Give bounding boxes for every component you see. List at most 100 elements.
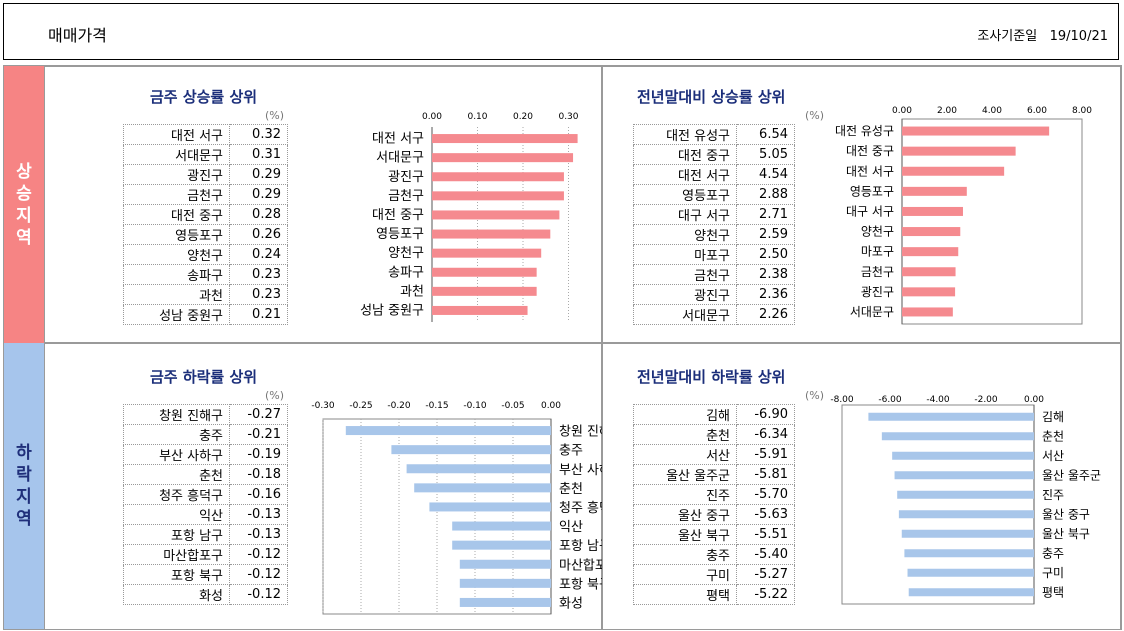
- table-row: 울산 울주군 -5.81: [633, 464, 795, 485]
- change-value: -5.63: [736, 504, 795, 525]
- table-row: 광진구 2.36: [633, 284, 795, 305]
- region-name: 포항 남구: [123, 524, 230, 545]
- region-name: 광진구: [123, 164, 230, 185]
- bar: [881, 432, 1034, 441]
- table-row: 춘천 -6.34: [633, 424, 795, 445]
- x-tick-label: 8.00: [1072, 106, 1092, 116]
- change-value: -6.90: [736, 404, 795, 425]
- x-tick-label: -4.00: [926, 395, 950, 405]
- region-name: 영등포구: [633, 184, 737, 205]
- category-label: 춘천: [1042, 428, 1064, 443]
- change-value: 2.36: [736, 284, 795, 305]
- change-value: 5.05: [736, 144, 795, 165]
- region-name: 대구 서구: [633, 204, 737, 225]
- region-name: 평택: [633, 584, 737, 605]
- category-label: 양천구: [861, 224, 894, 239]
- category-label: 영등포구: [376, 227, 424, 242]
- bar: [901, 529, 1034, 538]
- survey-date: 조사기준일 19/10/21: [977, 25, 1108, 44]
- unit-label: (%): [265, 389, 285, 402]
- x-tick-label: 0.20: [513, 112, 533, 122]
- change-value: 0.24: [229, 244, 288, 265]
- page-title: 매매가격: [48, 26, 107, 45]
- table-row: 광진구 0.29: [123, 164, 288, 185]
- bar: [432, 134, 578, 144]
- category-label: 포항 남구: [559, 539, 611, 554]
- category-label: 대구 서구: [846, 204, 894, 218]
- region-name: 금천구: [633, 264, 737, 285]
- bar: [902, 267, 956, 277]
- table-row: 구미 -5.27: [633, 564, 795, 585]
- table-row: 금천구 2.38: [633, 264, 795, 285]
- table-row: 마산합포구 -0.12: [123, 544, 288, 565]
- table-row: 양천구 0.24: [123, 244, 288, 265]
- change-value: -5.27: [736, 564, 795, 585]
- change-value: 0.32: [229, 124, 288, 145]
- change-value: 0.26: [229, 224, 288, 245]
- survey-date-label: 조사기준일: [977, 29, 1038, 44]
- bar: [902, 247, 959, 257]
- table-row: 평택 -5.22: [633, 584, 795, 605]
- bar: [452, 540, 551, 550]
- category-label: 대전 유성구: [835, 124, 894, 138]
- x-tick-label: -6.00: [878, 395, 902, 405]
- change-value: 0.23: [229, 264, 288, 285]
- table-row: 송파구 0.23: [123, 264, 288, 285]
- bar: [897, 490, 1034, 499]
- x-tick-label: -8.00: [830, 395, 854, 405]
- table-row: 대전 유성구 6.54: [633, 124, 795, 145]
- fall-region-label: 하락지역: [4, 343, 44, 629]
- change-value: -0.27: [229, 404, 288, 425]
- change-value: 0.28: [229, 204, 288, 225]
- change-value: -0.12: [229, 584, 288, 605]
- bar: [391, 445, 551, 455]
- bar: [432, 305, 528, 315]
- region-name: 울산 북구: [633, 524, 737, 545]
- category-label: 울산 울주군: [1042, 468, 1101, 482]
- bar: [406, 464, 551, 474]
- change-value: -5.81: [736, 464, 795, 485]
- category-label: 송파구: [388, 265, 424, 280]
- bar: [432, 248, 542, 258]
- x-tick-label: -0.10: [463, 401, 487, 411]
- region-name: 구미: [633, 564, 737, 585]
- table-row: 대전 서구 0.32: [123, 124, 288, 145]
- change-value: 6.54: [736, 124, 795, 145]
- bar: [902, 227, 961, 237]
- change-value: 0.23: [229, 284, 288, 305]
- bar: [902, 287, 956, 297]
- region-name: 부산 사하구: [123, 444, 230, 465]
- bar: [432, 267, 537, 277]
- region-name: 진주: [633, 484, 737, 505]
- table-row: 금천구 0.29: [123, 184, 288, 205]
- region-name: 성남 중원구: [123, 304, 230, 325]
- panel-weekly-fall: 금주 하락률 상위 (%) 창원 진해구 -0.27 충주 -0.21 부산 사하구 -0…: [44, 343, 623, 630]
- bar: [902, 186, 967, 196]
- change-value: 4.54: [736, 164, 795, 185]
- table-row: 서산 -5.91: [633, 444, 795, 465]
- region-name: 과천: [123, 284, 230, 305]
- table-row: 포항 북구 -0.12: [123, 564, 288, 585]
- change-value: -0.21: [229, 424, 288, 445]
- bar: [432, 191, 564, 201]
- region-name: 대전 유성구: [633, 124, 737, 145]
- change-value: -0.18: [229, 464, 288, 485]
- category-label: 대전 서구: [846, 164, 894, 178]
- change-value: -6.34: [736, 424, 795, 445]
- change-value: -0.12: [229, 564, 288, 585]
- table-row: 진주 -5.70: [633, 484, 795, 505]
- table-row: 영등포구 0.26: [123, 224, 288, 245]
- category-label: 대전 중구: [846, 144, 894, 158]
- bar: [892, 451, 1034, 460]
- bar: [432, 229, 551, 239]
- unit-label: (%): [805, 109, 825, 122]
- panel-ytd-rise: 전년말대비 상승률 상위 (%) 대전 유성구 6.54 대전 중구 5.05 대전 서…: [602, 66, 1121, 343]
- region-name: 울산 중구: [633, 504, 737, 525]
- value-table: 김해 -6.90 춘천 -6.34 서산 -5.91 울산 울주군 -5.81 진주 -5.70 울…: [633, 404, 795, 605]
- value-table: 대전 유성구 6.54 대전 중구 5.05 대전 서구 4.54 영등포구 2.88 대구 서…: [633, 124, 795, 325]
- category-label: 포항 북구: [559, 577, 611, 592]
- table-row: 충주 -5.40: [633, 544, 795, 565]
- change-value: -0.13: [229, 504, 288, 525]
